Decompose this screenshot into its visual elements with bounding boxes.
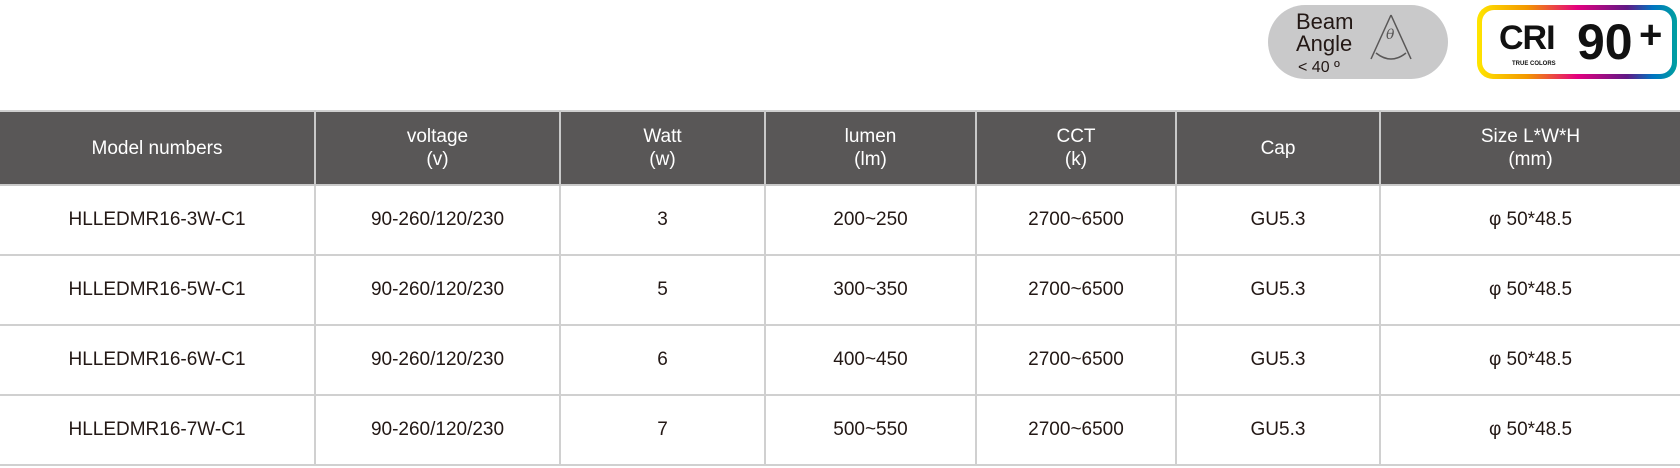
header-label: CCT (1056, 126, 1096, 147)
header-cct: CCT (k) (975, 110, 1177, 186)
header-label: Watt (643, 126, 682, 147)
cell-cct: 2700~6500 (975, 254, 1177, 326)
cell-lumen: 300~350 (764, 254, 977, 326)
header-cap: Cap (1175, 110, 1381, 186)
cell-model: HLLEDMR16-5W-C1 (0, 254, 316, 326)
cell-watt: 5 (559, 254, 766, 326)
cri-value: 90 (1577, 14, 1633, 70)
header-model: Model numbers (0, 110, 316, 186)
cell-voltage: 90-260/120/230 (314, 184, 561, 256)
table-row: HLLEDMR16-6W-C1 90-260/120/230 6 400~450 270… (0, 324, 1680, 396)
header-watt: Watt (w) (559, 110, 766, 186)
cell-cct: 2700~6500 (975, 324, 1177, 396)
header-unit: (lm) (854, 149, 887, 170)
cri-subtitle: TRUE COLORS (1512, 61, 1556, 67)
table-row: HLLEDMR16-7W-C1 90-260/120/230 7 500~550 270… (0, 394, 1680, 466)
cell-cap: GU5.3 (1175, 184, 1381, 256)
header-label: Cap (1260, 137, 1296, 159)
cri-plus: + (1639, 13, 1663, 57)
beam-angle-value: < 40 º (1298, 59, 1340, 76)
table-body: HLLEDMR16-3W-C1 90-260/120/230 3 200~250 270… (0, 184, 1680, 466)
cell-cct: 2700~6500 (975, 184, 1177, 256)
header-unit: (v) (426, 149, 449, 170)
cell-cap: GU5.3 (1175, 324, 1381, 396)
cell-size: φ 50*48.5 (1379, 394, 1680, 466)
cell-size: φ 50*48.5 (1379, 184, 1680, 256)
cell-model: HLLEDMR16-7W-C1 (0, 394, 316, 466)
header-unit: (w) (649, 149, 676, 170)
header-label: lumen (844, 126, 897, 147)
theta-symbol: θ (1386, 27, 1395, 43)
beam-angle-badge: Beam Angle < 40 º θ (1268, 5, 1448, 79)
cell-voltage: 90-260/120/230 (314, 324, 561, 396)
header-label: Model numbers (91, 137, 223, 159)
header-label: voltage (406, 126, 469, 147)
header-label: Size L*W*H (1480, 126, 1581, 147)
header-lumen: lumen (lm) (764, 110, 977, 186)
cri-badge: CRI TRUE COLORS 90 + (1477, 5, 1677, 79)
header-voltage: voltage (v) (314, 110, 561, 186)
cell-cap: GU5.3 (1175, 254, 1381, 326)
cell-watt: 7 (559, 394, 766, 466)
cell-cap: GU5.3 (1175, 394, 1381, 466)
table-row: HLLEDMR16-3W-C1 90-260/120/230 3 200~250 270… (0, 184, 1680, 256)
cell-size: φ 50*48.5 (1379, 254, 1680, 326)
table-header-row: Model numbers voltage (v) Watt (w) lumen (lm) C… (0, 110, 1680, 186)
beam-angle-icon: θ (1370, 14, 1412, 60)
spec-table: Model numbers voltage (v) Watt (w) lumen (lm) C… (0, 110, 1680, 466)
cell-cct: 2700~6500 (975, 394, 1177, 466)
header-size: Size L*W*H (mm) (1379, 110, 1680, 186)
cell-voltage: 90-260/120/230 (314, 254, 561, 326)
table-row: HLLEDMR16-5W-C1 90-260/120/230 5 300~350 270… (0, 254, 1680, 326)
cri-label: CRI (1499, 19, 1556, 57)
cell-watt: 3 (559, 184, 766, 256)
cell-size: φ 50*48.5 (1379, 324, 1680, 396)
cell-model: HLLEDMR16-6W-C1 (0, 324, 316, 396)
cell-model: HLLEDMR16-3W-C1 (0, 184, 316, 256)
cell-lumen: 500~550 (764, 394, 977, 466)
cell-watt: 6 (559, 324, 766, 396)
cell-lumen: 400~450 (764, 324, 977, 396)
cell-lumen: 200~250 (764, 184, 977, 256)
cell-voltage: 90-260/120/230 (314, 394, 561, 466)
beam-angle-title: Beam Angle (1296, 9, 1354, 56)
header-unit: (mm) (1508, 149, 1553, 170)
header-unit: (k) (1064, 149, 1088, 170)
